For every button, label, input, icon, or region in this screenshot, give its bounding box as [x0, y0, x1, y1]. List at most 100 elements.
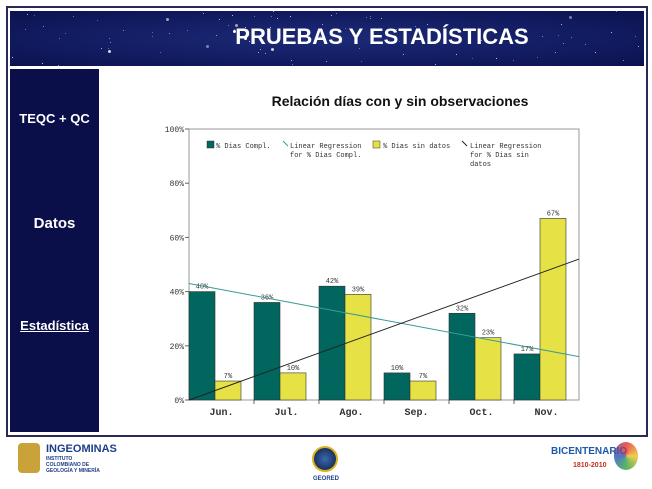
star-decoration: [426, 23, 428, 25]
geored-logo: GEORED: [313, 476, 340, 482]
star-decoration: [33, 15, 35, 17]
sidebar-item-teqc[interactable]: TEQC + QC: [19, 111, 90, 126]
coat-of-arms-icon: [18, 443, 40, 473]
star-decoration: [557, 35, 559, 37]
header-banner: PRUEBAS Y ESTADÍSTICAS: [10, 11, 644, 66]
bar-dias-compl: [253, 302, 281, 401]
legend-label: datos: [470, 161, 491, 169]
x-tick-label: Ago.: [339, 408, 363, 419]
page-title: PRUEBAS Y ESTADÍSTICAS: [235, 24, 529, 49]
star-decoration: [110, 41, 112, 43]
legend-swatch-sin: [372, 140, 381, 149]
legend-regression-icon: [461, 140, 468, 147]
star-decoration: [478, 29, 480, 31]
data-label: 42%: [326, 278, 339, 286]
star-decoration: [415, 25, 417, 27]
star-decoration: [168, 33, 170, 35]
bar-dias-sin-datos: [539, 218, 567, 401]
star-decoration: [611, 32, 613, 34]
x-tick-label: Sep.: [404, 408, 428, 419]
star-decoration: [123, 29, 125, 31]
x-tick-label: Nov.: [534, 408, 558, 419]
star-decoration: [568, 15, 572, 19]
chart-title: Relación días con y sin observaciones: [271, 93, 529, 109]
bar-dias-compl: [383, 372, 411, 401]
star-decoration: [233, 30, 237, 34]
star-decoration: [186, 29, 188, 31]
star-decoration: [109, 37, 111, 39]
star-decoration: [259, 48, 261, 50]
legend-label: % Dias Compl.: [216, 143, 271, 151]
sidebar-item-estadistica[interactable]: Estadística: [20, 318, 89, 333]
star-decoration: [321, 23, 323, 25]
star-decoration: [270, 26, 272, 28]
star-decoration: [107, 48, 109, 50]
y-tick-label: 60%: [170, 234, 185, 243]
star-decoration: [396, 29, 398, 31]
star-decoration: [358, 47, 360, 49]
star-decoration: [486, 42, 488, 44]
star-decoration: [151, 35, 153, 37]
x-tick-label: Jul.: [274, 407, 298, 419]
star-decoration: [271, 15, 273, 17]
bar-dias-sin-datos: [474, 337, 502, 401]
star-decoration: [637, 45, 639, 47]
star-decoration: [536, 57, 538, 59]
regression-line: [188, 258, 580, 401]
star-decoration: [512, 60, 514, 62]
star-decoration: [585, 43, 587, 45]
data-label: 67%: [547, 210, 560, 218]
star-decoration: [271, 48, 275, 52]
star-decoration: [326, 60, 328, 62]
star-decoration: [151, 32, 153, 34]
star-decoration: [429, 38, 431, 40]
star-decoration: [381, 18, 383, 20]
star-decoration: [107, 49, 111, 53]
star-decoration: [455, 54, 457, 56]
legend-label: Linear Regression: [470, 143, 541, 151]
star-decoration: [11, 57, 13, 59]
star-decoration: [57, 64, 59, 66]
star-decoration: [541, 35, 543, 37]
star-decoration: [289, 15, 291, 17]
star-decoration: [25, 28, 27, 30]
data-label: 17%: [521, 346, 534, 354]
star-decoration: [623, 59, 625, 61]
legend-label: Linear Regression: [290, 143, 361, 151]
y-tick-label: 80%: [170, 180, 185, 189]
star-decoration: [344, 28, 346, 30]
star-decoration: [233, 28, 235, 30]
star-decoration: [481, 40, 483, 41]
legend-swatch-compl: [206, 140, 215, 149]
data-label: 40%: [196, 284, 209, 292]
star-decoration: [216, 35, 217, 37]
legend-regression-icon: [282, 140, 289, 147]
star-decoration: [291, 63, 293, 65]
star-decoration: [402, 54, 404, 56]
star-decoration: [41, 62, 43, 64]
star-decoration: [243, 36, 247, 40]
star-decoration: [96, 20, 98, 22]
data-label: 10%: [391, 365, 404, 373]
y-tick-label: 100%: [165, 126, 184, 135]
data-label: 32%: [456, 305, 469, 313]
star-decoration: [555, 52, 557, 54]
star-decoration: [42, 26, 44, 28]
star-decoration: [264, 52, 266, 54]
star-decoration: [235, 23, 239, 27]
y-tick-label: 20%: [170, 343, 185, 352]
bar-dias-sin-datos: [344, 294, 372, 401]
data-label: 7%: [224, 373, 233, 381]
y-tick-label: 40%: [170, 289, 185, 298]
bar-dias-sin-datos: [279, 372, 307, 401]
star-decoration: [253, 15, 255, 17]
star-decoration: [365, 17, 367, 19]
ingeominas-logo: INGEOMINAS: [46, 443, 117, 455]
sidebar-item-datos[interactable]: Datos: [33, 215, 76, 232]
data-label: 7%: [419, 373, 428, 381]
star-decoration: [272, 11, 274, 13]
star-decoration: [202, 12, 204, 14]
star-decoration: [228, 24, 230, 26]
star-decoration: [570, 36, 572, 38]
